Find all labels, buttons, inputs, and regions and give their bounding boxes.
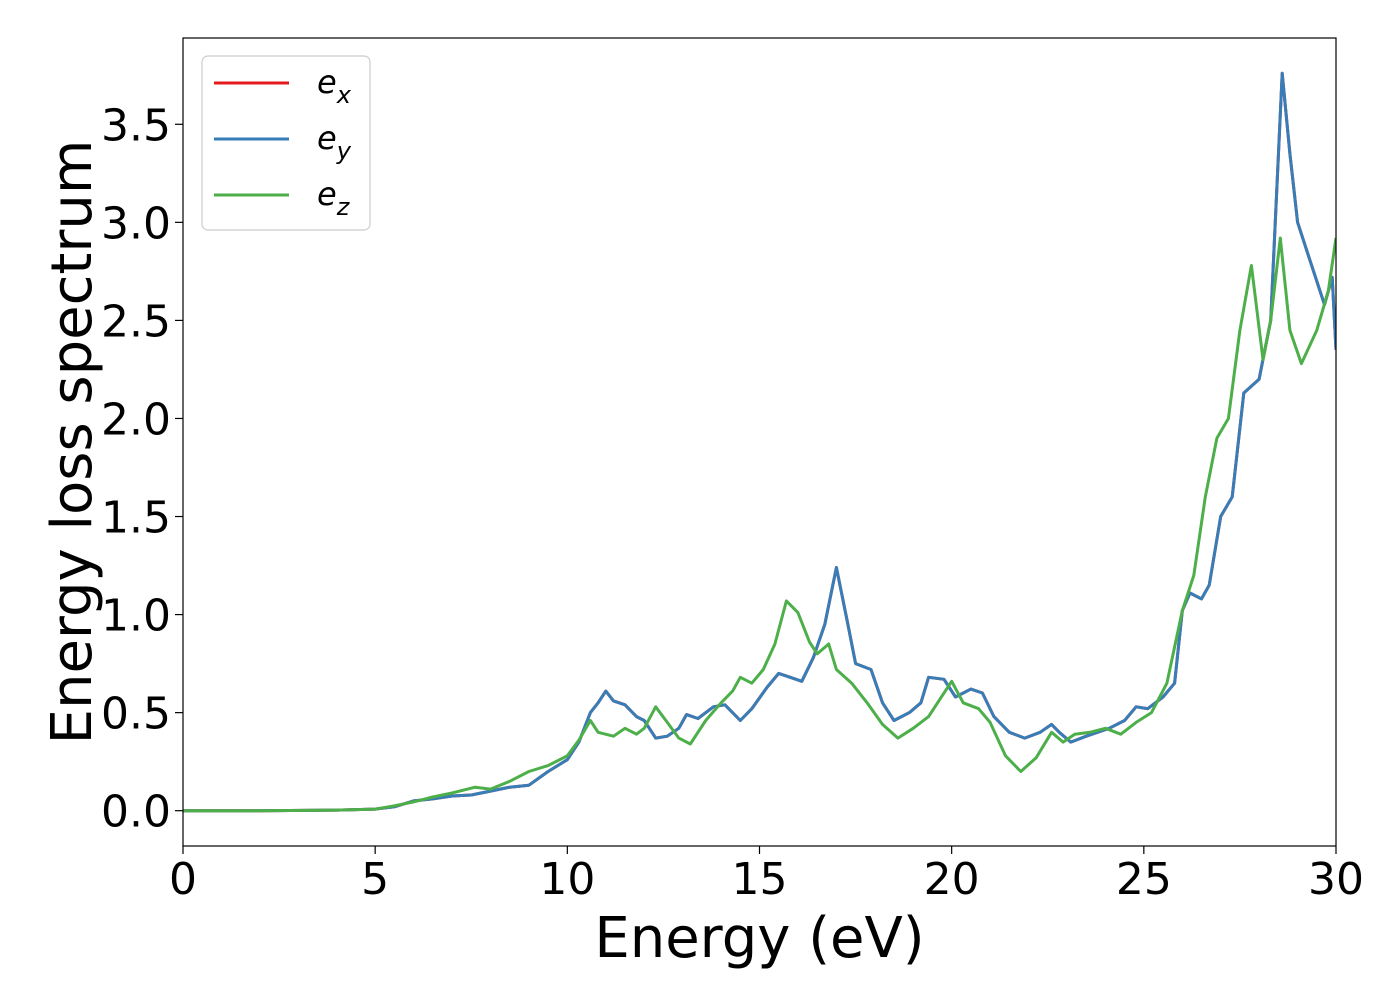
x-axis-label: Energy (eV) (594, 906, 924, 971)
legend-entry-ez: ez (317, 175, 351, 221)
y-tick-label: 2.0 (101, 394, 171, 445)
legend-box (201, 55, 371, 231)
y-tick-label: 3.5 (101, 100, 171, 151)
x-tick-label: 20 (924, 854, 980, 905)
x-tick-label: 0 (169, 854, 197, 905)
series-line-ez (183, 236, 1336, 813)
series-layer (183, 71, 1336, 813)
legend-entry-base: e (317, 175, 337, 213)
legend-entry-ex: ex (317, 63, 352, 109)
series-line-ey (183, 71, 1336, 813)
legend-entry-subscript: z (336, 193, 351, 221)
y-tick-label: 3.0 (101, 198, 171, 249)
x-tick-label: 30 (1308, 854, 1364, 905)
y-tick-label: 1.0 (101, 591, 171, 642)
x-tick-label: 5 (361, 854, 389, 905)
legend-entry-ey: ey (317, 119, 352, 165)
x-tick-label: 25 (1116, 854, 1172, 905)
x-tick-label: 10 (539, 854, 595, 905)
y-tick-label: 1.5 (101, 493, 171, 544)
legend-entry-subscript: y (336, 137, 352, 165)
y-tick-label: 0.5 (101, 689, 171, 740)
y-tick-label: 2.5 (101, 296, 171, 347)
legend-entry-base: e (317, 63, 337, 101)
legend-entry-subscript: x (336, 81, 352, 109)
y-axis-label: Energy loss spectrum (40, 140, 105, 745)
y-tick-label: 0.0 (101, 787, 171, 838)
legend-entry-base: e (317, 119, 337, 157)
tick-layer: 0 5 10 15 20 25 30 0.0 0.5 1.0 1.5 2.0 2.5 3.0 3.5 (101, 100, 1364, 905)
x-tick-label: 15 (732, 854, 788, 905)
